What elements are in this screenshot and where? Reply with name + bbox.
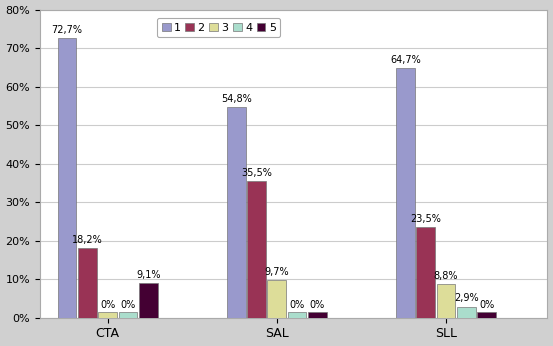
Text: 9,1%: 9,1% [136, 270, 160, 280]
Bar [139, 283, 158, 318]
Text: 18,2%: 18,2% [72, 235, 103, 245]
Bar [437, 284, 455, 318]
Text: 0%: 0% [289, 300, 305, 310]
Bar [416, 227, 435, 318]
Text: 0%: 0% [310, 300, 325, 310]
Bar [457, 307, 476, 318]
Text: 0%: 0% [100, 300, 116, 310]
Bar [288, 312, 306, 318]
Bar [227, 107, 246, 318]
Bar [477, 312, 496, 318]
Bar [247, 181, 266, 318]
Text: 35,5%: 35,5% [241, 168, 272, 178]
Legend: 1, 2, 3, 4, 5: 1, 2, 3, 4, 5 [157, 18, 280, 37]
Bar [268, 280, 286, 318]
Bar [396, 69, 415, 318]
Text: 54,8%: 54,8% [221, 93, 252, 103]
Text: 2,9%: 2,9% [454, 293, 478, 303]
Bar [58, 38, 76, 318]
Text: 8,8%: 8,8% [434, 271, 458, 281]
Text: 0%: 0% [121, 300, 135, 310]
Text: 64,7%: 64,7% [390, 55, 421, 65]
Text: 0%: 0% [479, 300, 494, 310]
Bar [78, 248, 97, 318]
Bar [308, 312, 327, 318]
Text: 23,5%: 23,5% [410, 214, 441, 224]
Bar [98, 312, 117, 318]
Text: 9,7%: 9,7% [264, 267, 289, 277]
Text: 72,7%: 72,7% [51, 25, 82, 35]
Bar [119, 312, 137, 318]
